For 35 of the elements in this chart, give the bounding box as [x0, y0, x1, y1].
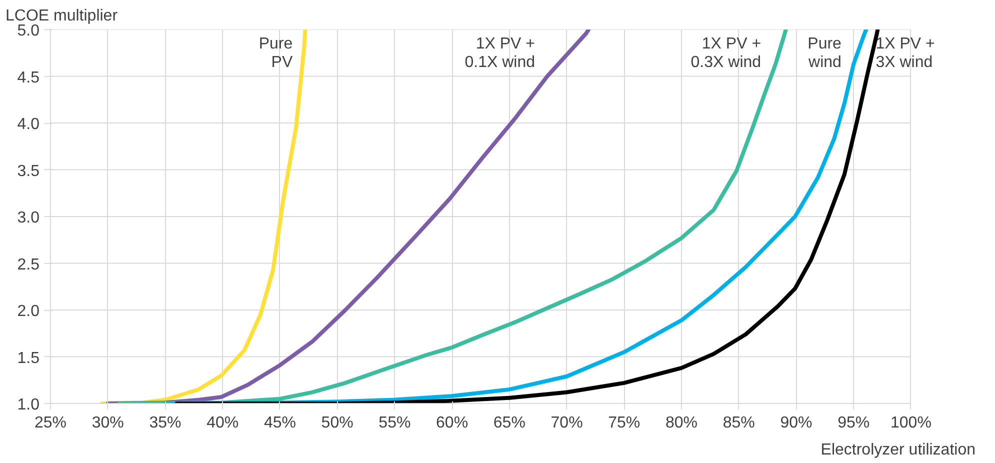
y-tick-label: 1.5	[17, 350, 40, 367]
y-tick-label: 4.0	[17, 116, 40, 133]
x-axis-title: Electrolyzer utilization	[820, 442, 976, 458]
x-tick-label: 80%	[665, 414, 698, 432]
y-tick-label: 2.0	[17, 303, 40, 320]
x-tick-label: 95%	[838, 414, 870, 432]
x-tick-label: 25%	[34, 414, 67, 432]
line-series	[100, 30, 308, 404]
x-tick-label: 75%	[608, 414, 640, 432]
x-tick-label: 45%	[264, 414, 296, 432]
x-tick-label: 30%	[92, 414, 124, 432]
x-tick-label: 65%	[493, 414, 526, 432]
x-tick-label: 40%	[206, 414, 239, 432]
x-tick-label: 50%	[321, 414, 354, 432]
line-series	[117, 30, 788, 404]
y-tick-label: 3.5	[17, 162, 40, 180]
y-axis-title: LCOE multiplier	[6, 8, 118, 24]
y-tick-label: 1.0	[17, 396, 40, 414]
x-tick-label: 35%	[149, 414, 182, 432]
y-tick-label: 5.0	[17, 22, 40, 40]
y-tick-label: 4.5	[17, 69, 40, 86]
x-tick-label: 55%	[378, 414, 411, 432]
series-label: Pure PV	[258, 36, 293, 72]
x-tick-label: 100%	[890, 414, 932, 432]
y-tick-label: 3.0	[17, 210, 40, 226]
x-tick-label: 70%	[550, 414, 583, 432]
series-label: 1X PV + 3X wind	[876, 36, 935, 72]
series-label: 1X PV + 0.1X wind	[464, 36, 535, 72]
series-label: Pure wind	[808, 36, 842, 72]
x-tick-label: 90%	[780, 414, 812, 432]
line-series	[106, 30, 591, 404]
series-label: 1X PV + 0.3X wind	[690, 36, 762, 72]
y-tick-label: 2.5	[17, 256, 40, 274]
x-tick-label: 85%	[722, 414, 755, 432]
x-tick-label: 60%	[436, 414, 468, 432]
